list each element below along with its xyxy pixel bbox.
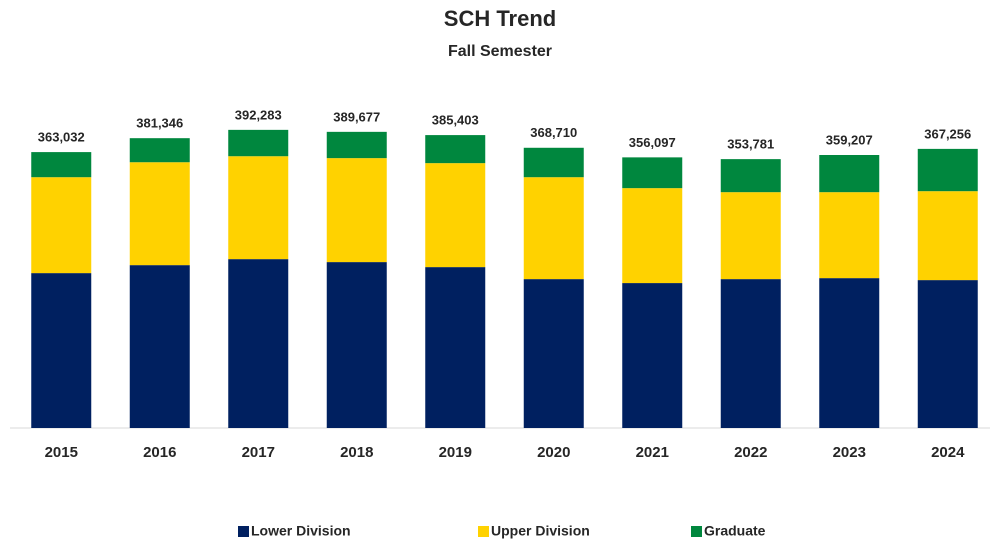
bar-segment bbox=[425, 163, 486, 268]
bar-segment bbox=[523, 177, 584, 280]
bar-segment bbox=[228, 156, 289, 260]
bar-segment bbox=[917, 191, 978, 281]
bar-segment bbox=[720, 279, 781, 428]
total-label: 353,781 bbox=[727, 137, 774, 152]
bar-segment bbox=[228, 129, 289, 157]
total-label: 363,032 bbox=[38, 130, 85, 145]
total-label: 385,403 bbox=[432, 113, 479, 128]
x-tick-label: 2015 bbox=[45, 444, 78, 461]
bar-segment bbox=[31, 152, 92, 178]
total-label: 392,283 bbox=[235, 107, 282, 122]
bar-segment bbox=[425, 135, 486, 164]
legend-swatch bbox=[691, 526, 702, 537]
total-label: 367,256 bbox=[924, 126, 971, 141]
bar-segment bbox=[720, 159, 781, 193]
bar-segment bbox=[523, 147, 584, 178]
legend-label: Upper Division bbox=[491, 523, 590, 539]
total-label: 381,346 bbox=[136, 116, 183, 131]
bar-segment bbox=[129, 265, 190, 428]
total-label: 368,710 bbox=[530, 125, 577, 140]
bar-segment bbox=[622, 283, 683, 428]
x-tick-label: 2016 bbox=[143, 444, 176, 461]
bar-segment bbox=[622, 188, 683, 284]
bar-segment bbox=[129, 162, 190, 266]
bar-segment bbox=[326, 131, 387, 159]
x-tick-label: 2018 bbox=[340, 444, 373, 461]
legend-label: Lower Division bbox=[251, 523, 351, 539]
bar-segment bbox=[819, 155, 880, 193]
bar-segment bbox=[31, 177, 92, 274]
bar-segment bbox=[917, 148, 978, 192]
x-tick-label: 2017 bbox=[242, 444, 275, 461]
total-label: 356,097 bbox=[629, 135, 676, 150]
bar-segment bbox=[228, 259, 289, 428]
total-label: 389,677 bbox=[333, 109, 380, 124]
x-tick-label: 2021 bbox=[636, 444, 669, 461]
chart-title: SCH Trend bbox=[444, 6, 556, 31]
x-tick-label: 2023 bbox=[833, 444, 866, 461]
legend-label: Graduate bbox=[704, 523, 766, 539]
x-tick-label: 2019 bbox=[439, 444, 472, 461]
x-tick-label: 2022 bbox=[734, 444, 767, 461]
bar-segment bbox=[326, 262, 387, 428]
total-label: 359,207 bbox=[826, 132, 873, 147]
bar-segment bbox=[819, 278, 880, 428]
chart-subtitle: Fall Semester bbox=[448, 43, 552, 60]
bar-segment bbox=[523, 279, 584, 428]
bar-segment bbox=[720, 192, 781, 280]
bar-segment bbox=[31, 273, 92, 428]
bar-segment bbox=[917, 280, 978, 428]
legend-swatch bbox=[478, 526, 489, 537]
bar-segment bbox=[326, 158, 387, 263]
x-tick-label: 2024 bbox=[931, 444, 965, 461]
bar-segment bbox=[622, 157, 683, 189]
bar-segment bbox=[129, 138, 190, 163]
legend-swatch bbox=[238, 526, 249, 537]
bar-segment bbox=[425, 267, 486, 428]
x-tick-label: 2020 bbox=[537, 444, 570, 461]
bar-segment bbox=[819, 192, 880, 279]
